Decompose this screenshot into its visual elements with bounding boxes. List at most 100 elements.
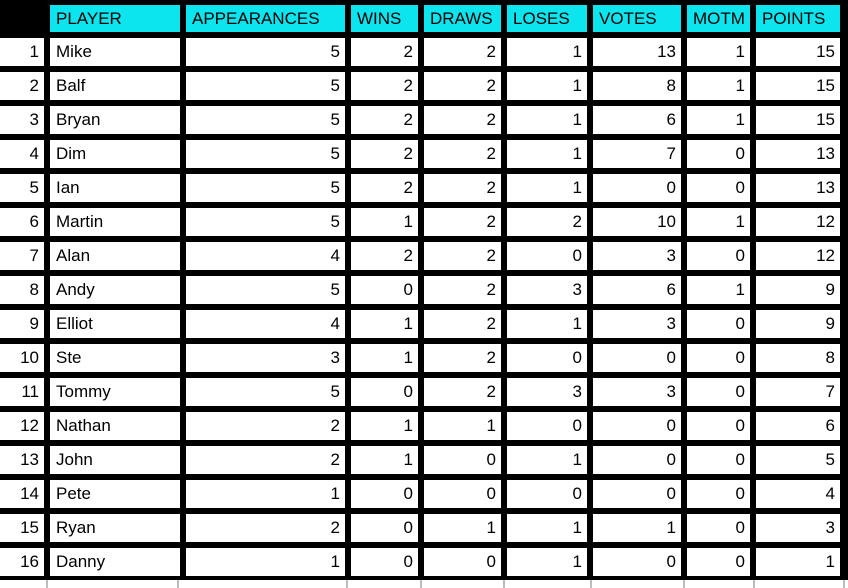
player-name-cell: Martin	[50, 208, 180, 236]
appearances-cell: 2	[186, 412, 345, 440]
motm-cell: 0	[687, 242, 750, 270]
rank-cell: 9	[0, 310, 44, 338]
player-name-cell: Andy	[50, 276, 180, 304]
player-name-cell: Ian	[50, 174, 180, 202]
votes-cell: 0	[593, 480, 681, 508]
motm-cell: 1	[687, 208, 750, 236]
appearances-cell: 5	[186, 72, 345, 100]
wins-cell: 1	[351, 208, 418, 236]
col-header-votes: VOTES	[593, 5, 681, 32]
rank-cell: 14	[0, 480, 44, 508]
wins-cell: 0	[351, 514, 418, 542]
rank-cell: 16	[0, 548, 44, 576]
loses-cell: 1	[507, 106, 587, 134]
rank-cell: 3	[0, 106, 44, 134]
points-cell: 6	[756, 412, 840, 440]
motm-cell: 0	[687, 140, 750, 168]
player-name-cell: Ryan	[50, 514, 180, 542]
appearances-cell: 4	[186, 310, 345, 338]
loses-cell: 0	[507, 242, 587, 270]
points-cell: 12	[756, 208, 840, 236]
draws-cell: 2	[424, 72, 501, 100]
appearances-cell: 2	[186, 446, 345, 474]
player-name-cell: Tommy	[50, 378, 180, 406]
appearances-cell: 5	[186, 174, 345, 202]
points-cell: 15	[756, 72, 840, 100]
draws-cell: 2	[424, 242, 501, 270]
appearances-cell: 3	[186, 344, 345, 372]
appearances-cell: 5	[186, 276, 345, 304]
appearances-cell: 5	[186, 208, 345, 236]
loses-cell: 1	[507, 72, 587, 100]
points-cell: 3	[756, 514, 840, 542]
votes-cell: 1	[593, 514, 681, 542]
votes-cell: 3	[593, 242, 681, 270]
spreadsheet-gridline	[590, 580, 592, 588]
appearances-cell: 5	[186, 378, 345, 406]
spreadsheet-edge-row	[0, 580, 848, 588]
motm-cell: 1	[687, 72, 750, 100]
draws-cell: 0	[424, 480, 501, 508]
loses-cell: 3	[507, 378, 587, 406]
loses-cell: 1	[507, 140, 587, 168]
spreadsheet-gridline	[503, 580, 505, 588]
loses-cell: 1	[507, 446, 587, 474]
appearances-cell: 1	[186, 480, 345, 508]
draws-cell: 2	[424, 38, 501, 66]
rank-cell: 8	[0, 276, 44, 304]
points-cell: 9	[756, 276, 840, 304]
wins-cell: 2	[351, 72, 418, 100]
player-name-cell: Ste	[50, 344, 180, 372]
motm-cell: 0	[687, 310, 750, 338]
spreadsheet-gridline	[843, 580, 845, 588]
rank-cell: 6	[0, 208, 44, 236]
spreadsheet-gridline	[753, 580, 755, 588]
rank-cell: 11	[0, 378, 44, 406]
rank-cell: 7	[0, 242, 44, 270]
wins-cell: 1	[351, 310, 418, 338]
loses-cell: 0	[507, 344, 587, 372]
votes-cell: 0	[593, 412, 681, 440]
player-name-cell: Alan	[50, 242, 180, 270]
wins-cell: 2	[351, 106, 418, 134]
loses-cell: 0	[507, 412, 587, 440]
draws-cell: 2	[424, 208, 501, 236]
draws-cell: 2	[424, 344, 501, 372]
rank-cell: 4	[0, 140, 44, 168]
wins-cell: 0	[351, 276, 418, 304]
votes-cell: 10	[593, 208, 681, 236]
points-cell: 8	[756, 344, 840, 372]
loses-cell: 1	[507, 514, 587, 542]
draws-cell: 2	[424, 310, 501, 338]
spreadsheet-gridline	[683, 580, 685, 588]
spreadsheet-gridline	[346, 580, 348, 588]
points-cell: 5	[756, 446, 840, 474]
draws-cell: 0	[424, 446, 501, 474]
loses-cell: 1	[507, 38, 587, 66]
wins-cell: 0	[351, 548, 418, 576]
corner-cell	[0, 5, 44, 32]
motm-cell: 1	[687, 38, 750, 66]
wins-cell: 1	[351, 446, 418, 474]
player-name-cell: Mike	[50, 38, 180, 66]
loses-cell: 2	[507, 208, 587, 236]
motm-cell: 0	[687, 446, 750, 474]
spreadsheet-gridline	[420, 580, 422, 588]
rank-cell: 12	[0, 412, 44, 440]
appearances-cell: 4	[186, 242, 345, 270]
col-header-points: POINTS	[756, 5, 840, 32]
spreadsheet-gridline	[177, 580, 179, 588]
points-cell: 13	[756, 174, 840, 202]
rank-cell: 10	[0, 344, 44, 372]
player-name-cell: Nathan	[50, 412, 180, 440]
motm-cell: 0	[687, 378, 750, 406]
points-cell: 4	[756, 480, 840, 508]
appearances-cell: 1	[186, 548, 345, 576]
wins-cell: 2	[351, 242, 418, 270]
draws-cell: 0	[424, 548, 501, 576]
votes-cell: 13	[593, 38, 681, 66]
points-cell: 1	[756, 548, 840, 576]
appearances-cell: 5	[186, 38, 345, 66]
player-name-cell: Pete	[50, 480, 180, 508]
wins-cell: 2	[351, 174, 418, 202]
